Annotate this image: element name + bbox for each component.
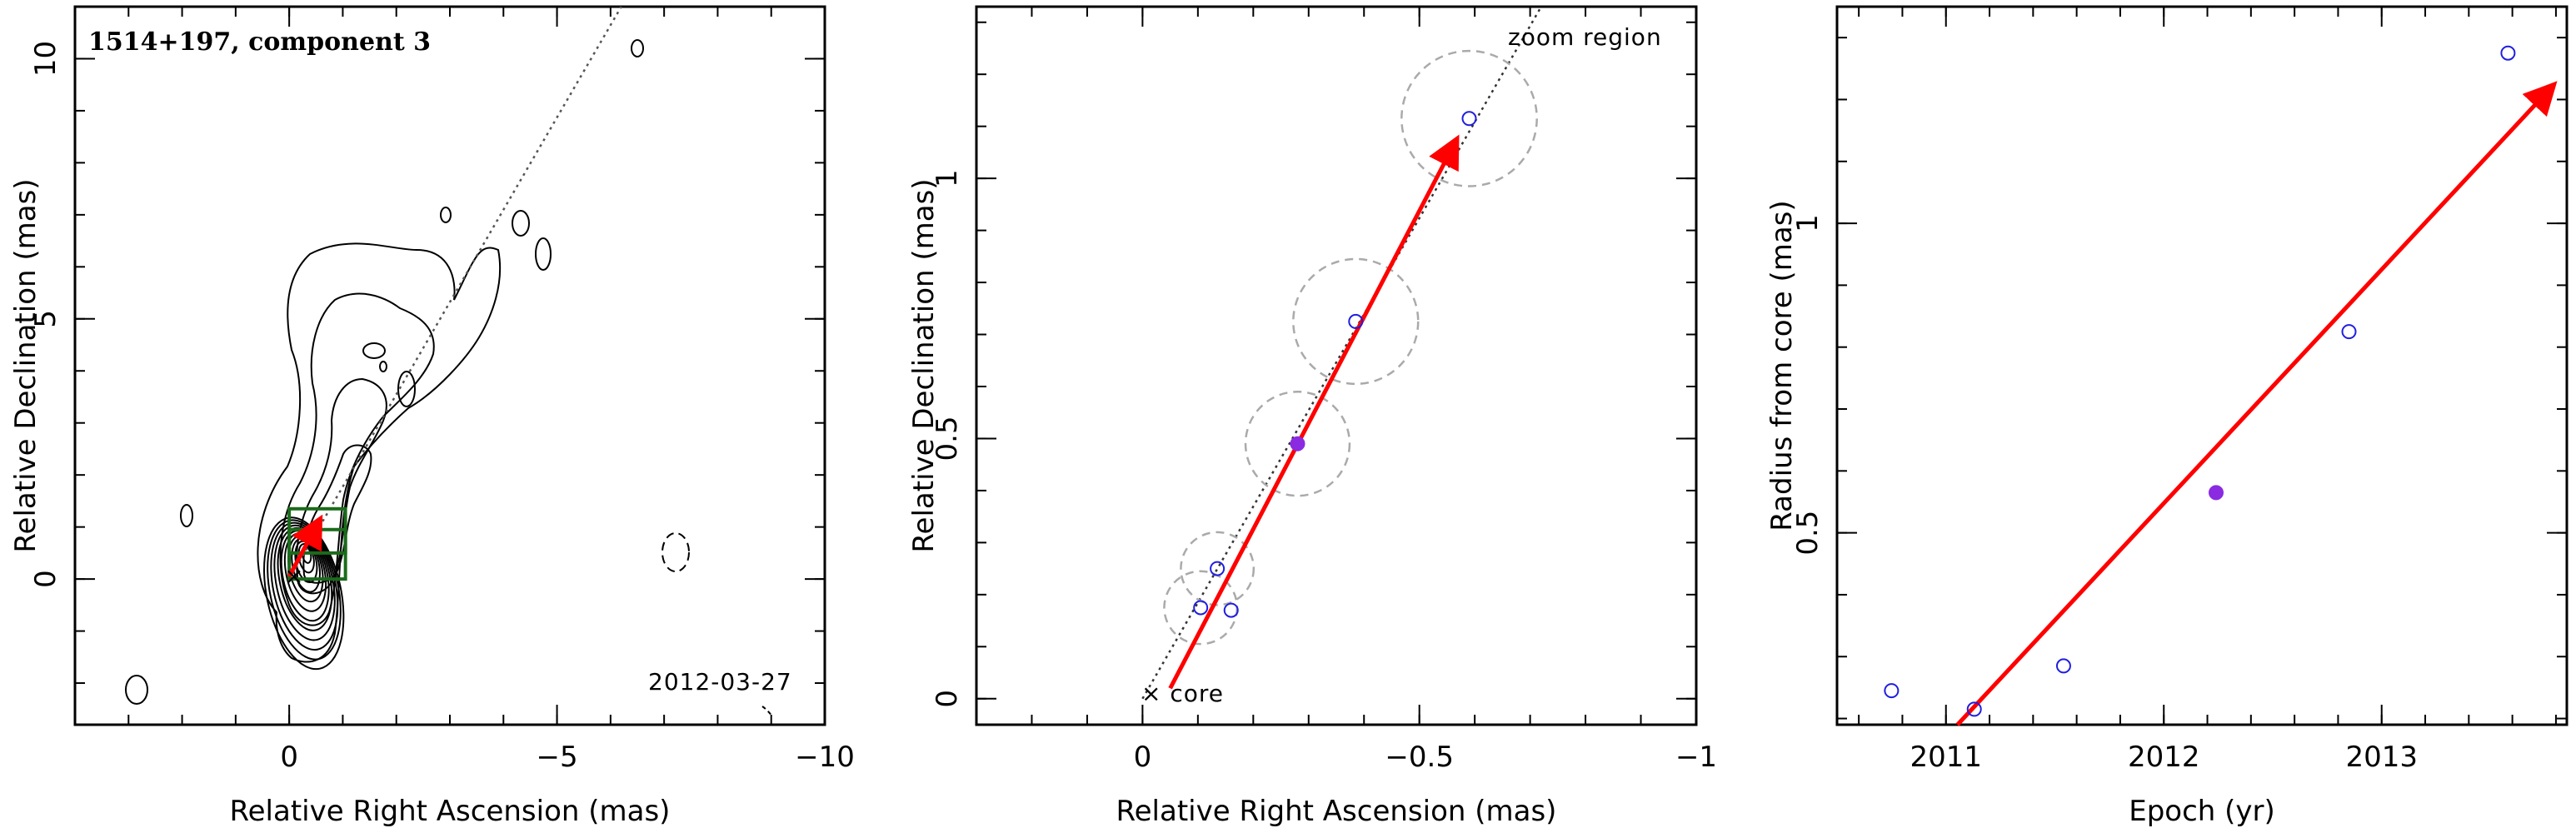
panel3-marks <box>1884 45 2558 726</box>
zoom-region-label: zoom region <box>1508 23 1662 51</box>
data-point <box>1210 561 1226 576</box>
p2-ytick-label: 1 <box>931 169 964 187</box>
p2-ytick-label: 0.5 <box>931 416 964 461</box>
fit-arrow <box>1955 81 2558 726</box>
data-point <box>1966 701 1982 717</box>
data-point <box>1461 111 1477 127</box>
panel2-marks <box>1141 6 1542 700</box>
uncertainty-circle <box>1292 257 1420 386</box>
contour-outline <box>279 292 435 626</box>
panel2-xlabel: Relative Right Ascension (mas) <box>1116 795 1557 828</box>
p3-xtick-label: 2013 <box>2345 741 2418 774</box>
panel-contour-map: 0 −5 −10 0 5 10 × 1514+197, component 3 2012-… <box>9 5 855 828</box>
contour-outline <box>296 377 387 595</box>
p2-xtick-label: 0 <box>1134 741 1152 774</box>
contour-island <box>440 207 452 223</box>
data-point <box>1884 683 1900 699</box>
data-point <box>2341 324 2357 340</box>
panel2-frame <box>975 5 1698 726</box>
contour-island <box>397 371 416 407</box>
panel3-xlabel: Epoch (yr) <box>2129 795 2275 828</box>
jet-axis-line <box>288 6 622 580</box>
p2-xtick-label: −0.5 <box>1385 741 1454 774</box>
panel3-ticks: 2011 2012 2013 0.5 1 <box>1791 7 2567 774</box>
data-point-filled <box>2208 485 2224 501</box>
panel1-ylabel: Relative Declination (mas) <box>9 178 42 552</box>
panel1-xlabel: Relative Right Ascension (mas) <box>230 795 671 828</box>
panel3-frame <box>1835 5 2569 726</box>
uncertainty-circle <box>1244 390 1351 497</box>
contour-island <box>631 39 644 57</box>
p2-xtick-label: −1 <box>1675 741 1717 774</box>
panel2-ticks: 0 −0.5 −1 0 0.5 1 <box>931 7 1717 774</box>
panel1-frame <box>73 5 826 726</box>
contour-island <box>125 675 148 705</box>
data-point-filled <box>1290 436 1305 451</box>
contour-island <box>362 342 386 359</box>
core-marker: × <box>284 562 304 590</box>
p1-ytick-label: 5 <box>29 310 62 328</box>
velocity-arrow <box>1168 134 1460 690</box>
p1-xtick-label: −10 <box>795 741 855 774</box>
contour-island <box>512 210 530 237</box>
data-point <box>1348 313 1364 329</box>
contour-island <box>535 237 552 271</box>
p2-ytick-label: 0 <box>931 690 964 708</box>
velocity-arrow <box>287 514 323 578</box>
p3-ytick-label: 0.5 <box>1791 511 1825 556</box>
panel-zoom-positions: 0 −0.5 −1 0 0.5 1 zoom region × core Relative… <box>907 5 1717 828</box>
p3-xtick-label: 2012 <box>2128 741 2200 774</box>
p3-xtick-label: 2011 <box>1910 741 1982 774</box>
uncertainty-circle <box>1400 49 1538 187</box>
epoch-date-label: 2012-03-27 <box>648 668 792 696</box>
panel1-title: 1514+197, component 3 <box>88 27 431 57</box>
contour-lines <box>125 39 773 717</box>
data-point <box>2055 658 2071 674</box>
panel2-ylabel: Relative Declination (mas) <box>907 178 941 552</box>
data-point <box>1193 600 1209 616</box>
p1-xtick-label: 0 <box>280 741 298 774</box>
negative-contour <box>761 706 773 717</box>
panel1-ticks: 0 −5 −10 0 5 10 <box>29 6 855 774</box>
p1-xtick-label: −5 <box>537 741 578 774</box>
core-label: × core <box>1141 680 1224 707</box>
panel3-ylabel: Radius from core (mas) <box>1765 200 1799 531</box>
p1-ytick-label: 10 <box>29 41 62 77</box>
panel1-overlay: × <box>284 6 622 590</box>
negative-contour <box>661 532 690 572</box>
uncertainty-circle <box>1180 531 1256 606</box>
p3-ytick-label: 1 <box>1791 214 1825 232</box>
p1-ytick-label: 0 <box>29 570 62 588</box>
data-point <box>2500 45 2516 61</box>
contour-island <box>180 504 193 527</box>
contour-island <box>379 361 387 372</box>
data-point <box>1223 602 1239 618</box>
jet-axis-line <box>1141 6 1542 700</box>
contour-outline <box>257 242 502 663</box>
panel-radius-vs-epoch: 2011 2012 2013 0.5 1 Epoch (yr) Radius from … <box>1765 5 2569 828</box>
